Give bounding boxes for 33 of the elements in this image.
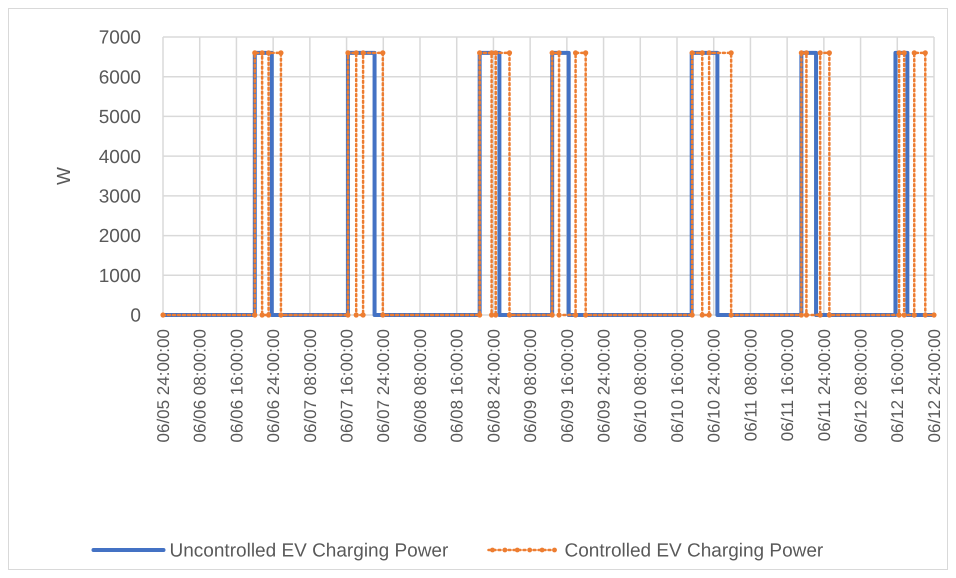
- x-tick-label: 06/11 08:00:00: [741, 329, 760, 442]
- x-tick-label: 06/07 16:00:00: [338, 329, 357, 442]
- x-tick-label: 06/08 08:00:00: [410, 329, 430, 442]
- x-tick-label: 06/08 16:00:00: [448, 329, 467, 442]
- legend-label: Uncontrolled EV Charging Power: [170, 540, 449, 562]
- x-tick-label: 06/11 16:00:00: [778, 329, 798, 442]
- x-tick-label: 06/09 16:00:00: [558, 329, 577, 442]
- x-tick-label: 06/09 08:00:00: [521, 329, 540, 442]
- y-tick-label: 7000: [98, 28, 141, 49]
- y-tick-label: 0: [130, 306, 141, 327]
- x-tick-label: 06/12 24:00:00: [924, 329, 944, 442]
- x-tick-label: 06/07 08:00:00: [300, 329, 320, 442]
- x-tick-label: 06/10 24:00:00: [704, 329, 724, 442]
- y-tick-label: 4000: [98, 146, 141, 168]
- y-tick-label: 5000: [98, 107, 141, 128]
- x-tick-label: 06/08 24:00:00: [484, 329, 504, 442]
- y-tick-label: 1000: [98, 266, 141, 287]
- x-tick-label: 06/06 08:00:00: [190, 329, 210, 442]
- x-tick-label: 06/10 08:00:00: [631, 329, 650, 442]
- x-tick-label: 06/06 24:00:00: [264, 329, 284, 442]
- x-tick-label: 06/12 16:00:00: [888, 329, 908, 442]
- y-tick-label: 3000: [98, 186, 141, 208]
- y-tick-label: 6000: [98, 67, 141, 88]
- y-axis-title: W: [54, 166, 75, 185]
- x-tick-label: 06/12 08:00:00: [852, 329, 871, 442]
- legend-label: Controlled EV Charging Power: [564, 540, 824, 562]
- x-tick-label: 06/07 24:00:00: [374, 329, 394, 442]
- x-tick-label: 06/10 16:00:00: [668, 329, 687, 442]
- x-tick-label: 06/11 24:00:00: [814, 329, 834, 442]
- x-tick-label: 06/09 24:00:00: [594, 329, 614, 442]
- x-tick-label: 06/06 16:00:00: [227, 329, 246, 442]
- x-tick-label: 06/05 24:00:00: [154, 329, 173, 442]
- y-tick-label: 2000: [98, 226, 141, 248]
